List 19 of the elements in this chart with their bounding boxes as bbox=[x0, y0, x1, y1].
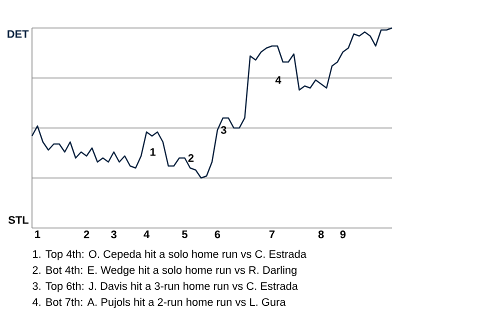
text: 1. Top 4th: O. Cepeda hit a solo home run vs C. Estrada bbox=[33, 250, 306, 260]
text: DET bbox=[8, 30, 29, 38]
x-tick-label: 9 bbox=[340, 230, 346, 238]
x-tick-label: 7 bbox=[269, 230, 275, 238]
text: 4. Bot 7th: A. Pujols hit a 2-run home run vs L. Gura bbox=[32, 298, 286, 308]
text: 3. Top 6th: J. Davis hit a 3-run home run vs C. Estrada bbox=[32, 282, 298, 292]
annotation: 4 bbox=[275, 76, 282, 84]
text: STL bbox=[8, 216, 28, 224]
x-tick-label: 1 bbox=[35, 230, 40, 238]
annotation: 2 bbox=[188, 154, 194, 162]
annotation: 3 bbox=[220, 126, 226, 134]
x-tick-label: 6 bbox=[214, 230, 220, 238]
text: 2. Bot 4th: E. Wedge hit a solo home run vs R. Darling bbox=[32, 266, 296, 276]
x-tick-label: 3 bbox=[111, 230, 116, 238]
x-tick-label: 5 bbox=[182, 230, 188, 238]
x-tick-label: 2 bbox=[84, 230, 90, 238]
x-tick-label: 8 bbox=[318, 230, 324, 238]
x-tick-label: 4 bbox=[144, 230, 150, 238]
annotation: 1 bbox=[150, 148, 156, 156]
